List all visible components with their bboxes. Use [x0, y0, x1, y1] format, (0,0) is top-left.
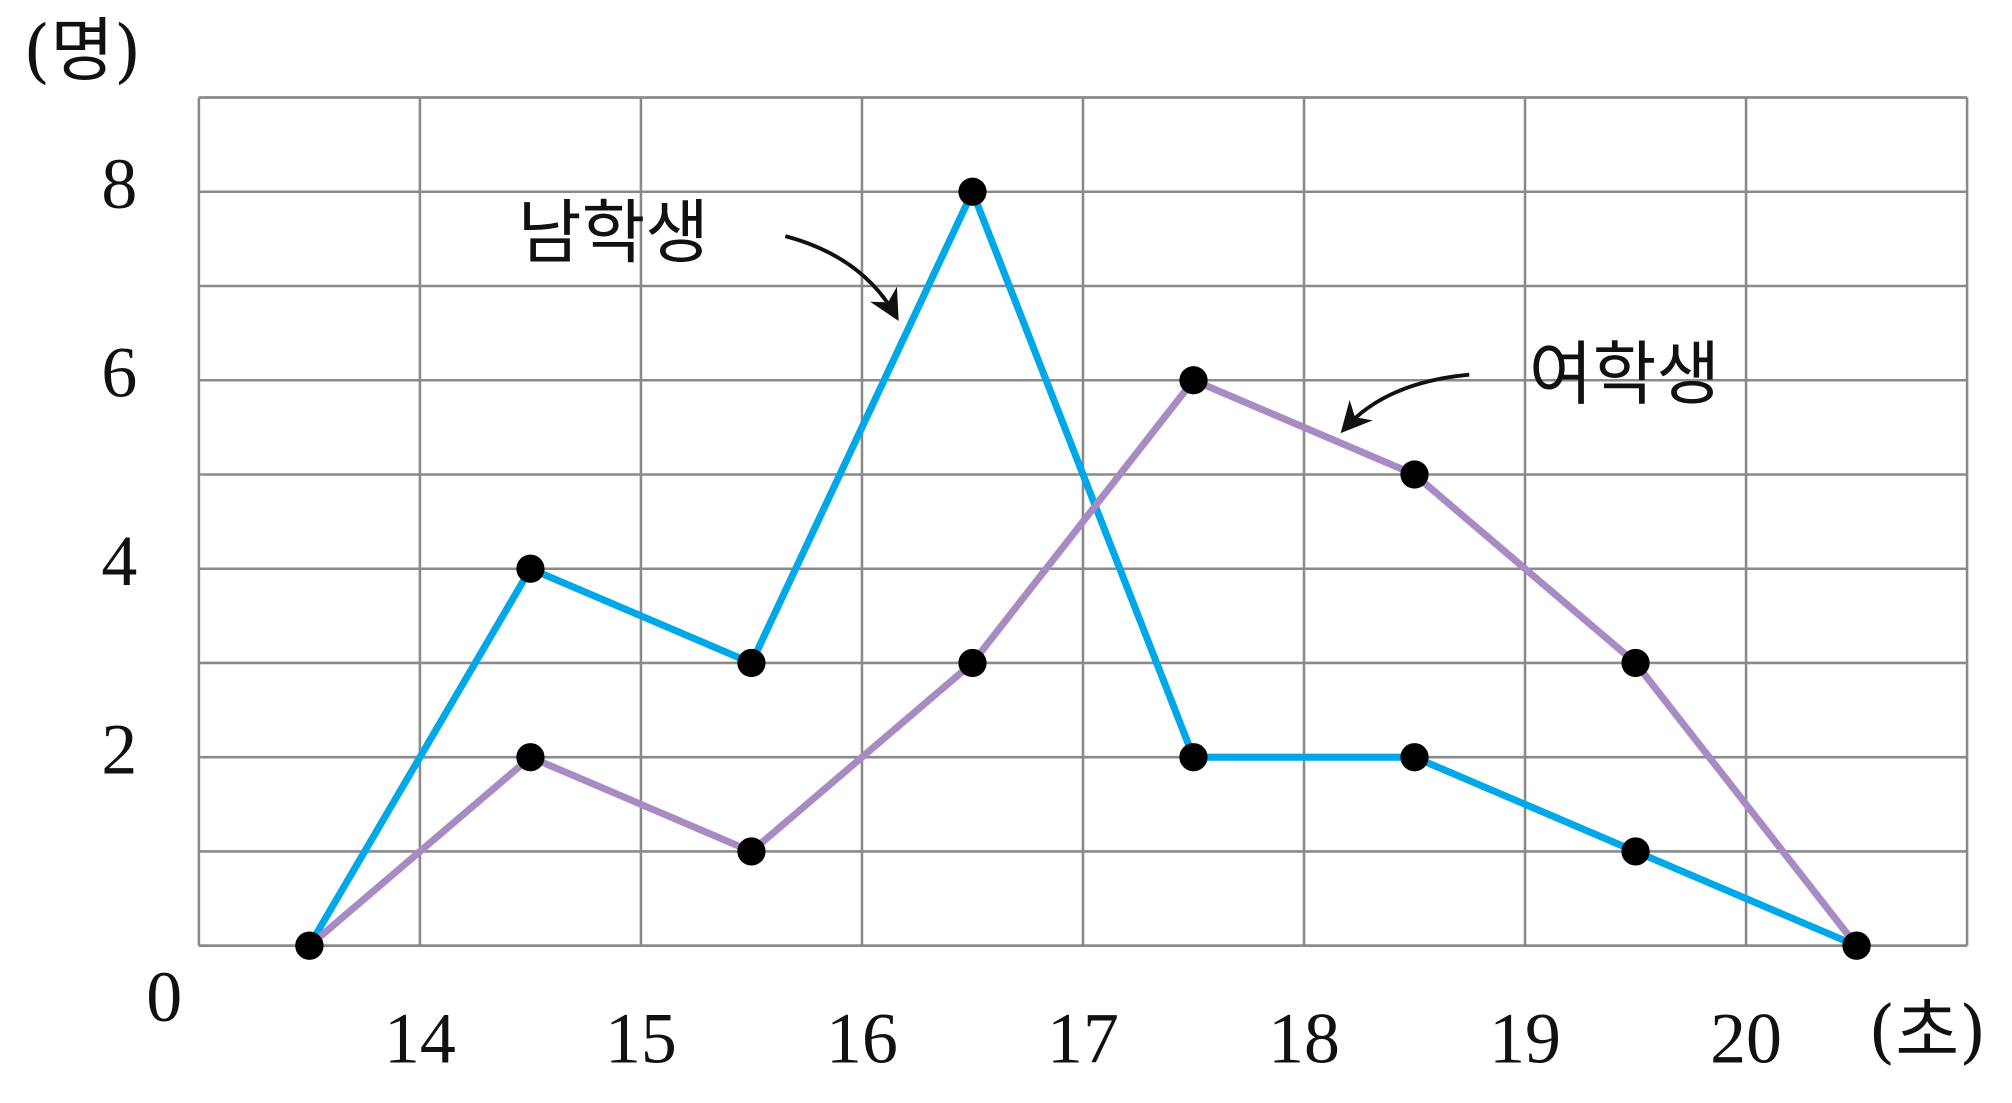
- data-point: [295, 931, 324, 960]
- data-point: [1621, 837, 1650, 866]
- annotation-arrow: [784, 234, 899, 322]
- y-tick-label: 4: [101, 521, 137, 601]
- series-label: 여학생: [1529, 335, 1720, 415]
- series-line: [306, 188, 1858, 949]
- y-tick-label: 8: [101, 144, 137, 224]
- y-tick-label: 0: [146, 957, 182, 1037]
- x-tick-label: 19: [1489, 998, 1561, 1078]
- data-point: [737, 837, 766, 866]
- data-point: [737, 648, 766, 678]
- series-line: [307, 376, 1860, 949]
- data-point: [516, 554, 545, 583]
- data-point: [1400, 460, 1429, 489]
- x-tick-label: 15: [605, 998, 677, 1078]
- x-tick-label: 17: [1047, 998, 1119, 1078]
- grid: [197, 96, 1969, 947]
- data-point: [1179, 366, 1208, 395]
- data-point: [1842, 931, 1871, 960]
- data-point: [1179, 743, 1208, 772]
- data-point: [516, 743, 545, 772]
- data-point: [1621, 648, 1650, 678]
- x-tick-label: 20: [1710, 998, 1782, 1078]
- data-point: [958, 177, 987, 206]
- y-tick-label: 6: [101, 333, 137, 413]
- x-tick-label: 16: [826, 998, 898, 1078]
- x-axis-label: (초): [1868, 992, 1986, 1072]
- annotation-arrow: [1340, 372, 1470, 434]
- x-tick-label: 18: [1268, 998, 1340, 1078]
- x-tick-label: 14: [384, 998, 456, 1078]
- y-tick-label: 2: [101, 710, 137, 790]
- series-label: 남학생: [518, 194, 709, 274]
- y-axis-label: (명): [23, 11, 141, 91]
- data-point: [958, 648, 987, 678]
- data-point: [1400, 743, 1429, 772]
- plot: [295, 177, 1871, 960]
